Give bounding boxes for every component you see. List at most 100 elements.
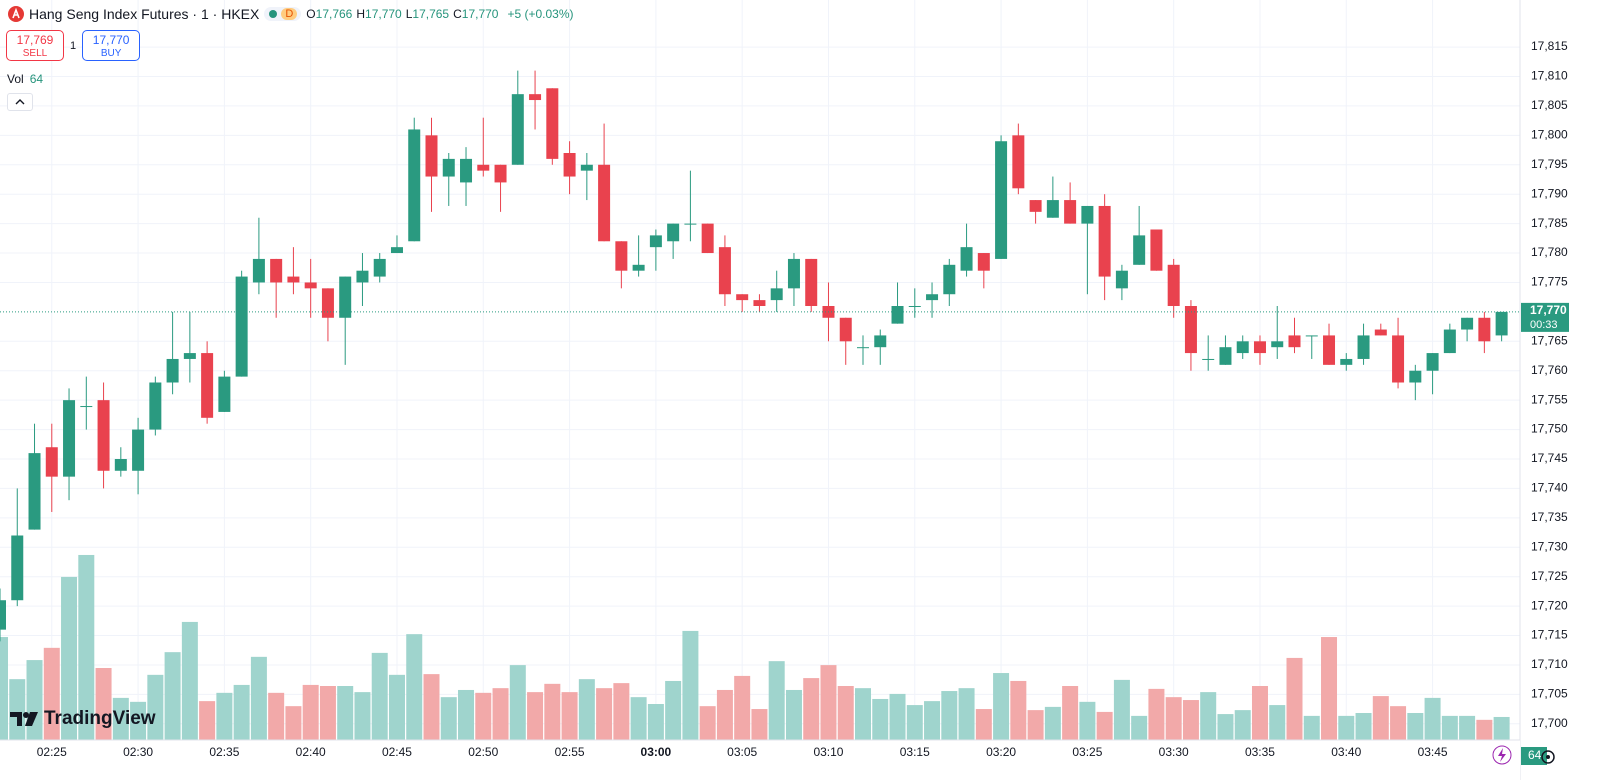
settings-button[interactable] — [1541, 750, 1555, 764]
volume-bar — [941, 691, 958, 740]
plot — [0, 70, 1520, 740]
volume-bar — [924, 701, 941, 740]
volume-bar — [130, 701, 147, 740]
price-change: +5 (+0.03%) — [507, 7, 574, 21]
buy-button[interactable]: 17,770 BUY — [82, 30, 141, 61]
volume-bar — [993, 673, 1010, 740]
volume-badge — [1521, 747, 1547, 765]
volume-bar — [872, 698, 889, 740]
session-badge: D — [281, 8, 298, 20]
volume-bar — [216, 692, 233, 740]
candle-body — [218, 376, 231, 412]
volume-bar — [544, 683, 561, 740]
volume-bar — [1459, 715, 1476, 740]
symbol-title[interactable]: Hang Seng Index Futures · 1 · HKEX — [29, 6, 260, 22]
volume-bar — [734, 675, 751, 740]
y-tick-label: 17,745 — [1531, 451, 1568, 465]
volume-bar — [785, 689, 802, 740]
volume-bar — [1182, 700, 1199, 740]
volume-bar — [337, 686, 354, 740]
x-tick-label: 02:25 — [37, 745, 67, 759]
x-tick-label: 02:50 — [468, 745, 498, 759]
candle-body — [805, 258, 818, 306]
volume-bar — [147, 674, 164, 740]
volume-bar — [1217, 714, 1234, 740]
x-tick-label: 03:00 — [641, 745, 672, 759]
volume-bar — [319, 686, 336, 740]
candle-body — [1133, 235, 1146, 265]
y-tick-label: 17,700 — [1531, 716, 1568, 730]
status-pill[interactable]: D — [264, 7, 302, 21]
candle-body — [1253, 341, 1266, 354]
candle-body — [580, 164, 593, 171]
volume-legend: Vol 64 — [7, 72, 43, 86]
volume-bar — [1148, 688, 1165, 740]
x-tick-label: 02:35 — [209, 745, 239, 759]
volume-bar — [1200, 692, 1217, 740]
candle-body — [1478, 317, 1491, 342]
candle-body — [356, 270, 369, 283]
candle-body — [736, 294, 749, 301]
volume-bar — [768, 661, 785, 740]
volume-bar — [250, 656, 267, 740]
volume-bar — [112, 697, 129, 740]
candle-body — [425, 135, 438, 177]
candle-body — [1219, 347, 1232, 365]
candle-body — [270, 258, 283, 283]
volume-bar — [561, 692, 578, 740]
volume-bar — [1441, 715, 1458, 740]
volume-bar — [1044, 706, 1061, 740]
collapse-button[interactable] — [7, 93, 33, 111]
ohlc-label: L — [405, 7, 413, 21]
candle-body — [1392, 335, 1405, 383]
volume-bar — [95, 668, 112, 740]
candle-body — [390, 247, 403, 254]
candle-body — [1271, 341, 1284, 348]
x-tick-label: 02:55 — [555, 745, 585, 759]
x-tick-label: 03:25 — [1072, 745, 1102, 759]
candle-body — [563, 153, 576, 177]
candle-body — [1426, 353, 1439, 371]
candle-body — [1184, 306, 1197, 354]
volume-bar — [1424, 697, 1441, 740]
volume-bar — [1493, 716, 1510, 740]
volume-bar — [578, 679, 595, 740]
candle-body — [1495, 311, 1508, 336]
volume-bar — [1269, 705, 1286, 740]
candle-body — [201, 353, 214, 418]
candle-body — [1046, 200, 1059, 218]
x-tick-label: 03:20 — [986, 745, 1016, 759]
price-axis — [1520, 0, 1606, 780]
x-tick-label: 03:45 — [1418, 745, 1448, 759]
volume-bar — [1251, 686, 1268, 740]
legend: Hang Seng Index Futures · 1 · HKEX D O17… — [8, 6, 574, 22]
x-tick-label: 02:40 — [296, 745, 326, 759]
candle-body — [149, 382, 162, 430]
y-tick-label: 17,740 — [1531, 481, 1568, 495]
volume-bar — [1390, 706, 1407, 740]
sell-button[interactable]: 17,769 SELL — [6, 30, 64, 61]
candle-body — [615, 241, 628, 271]
candle-body — [63, 400, 76, 477]
last-price-label: 17,770 — [1530, 303, 1567, 317]
candle-body — [598, 164, 611, 242]
collapse-icon — [15, 99, 25, 105]
volume-bar — [958, 688, 975, 740]
candle-body — [1357, 335, 1370, 359]
y-tick-label: 17,725 — [1531, 569, 1568, 583]
volume-bar — [1010, 680, 1027, 740]
x-tick-label: 03:30 — [1159, 745, 1189, 759]
candle-body — [1098, 205, 1111, 277]
volume-bar — [406, 634, 423, 740]
volume-bar — [1096, 711, 1113, 740]
y-tick-label: 17,765 — [1531, 333, 1568, 347]
ohlc-value: 17,765 — [412, 7, 450, 21]
symbol-logo — [8, 6, 24, 22]
volume-title: Vol — [7, 72, 24, 86]
volume-bar — [1027, 710, 1044, 740]
candle-body — [960, 247, 973, 271]
sell-label: SELL — [22, 48, 48, 59]
candle-body — [460, 158, 473, 183]
candle-body — [477, 164, 490, 171]
candle-body — [701, 223, 714, 254]
